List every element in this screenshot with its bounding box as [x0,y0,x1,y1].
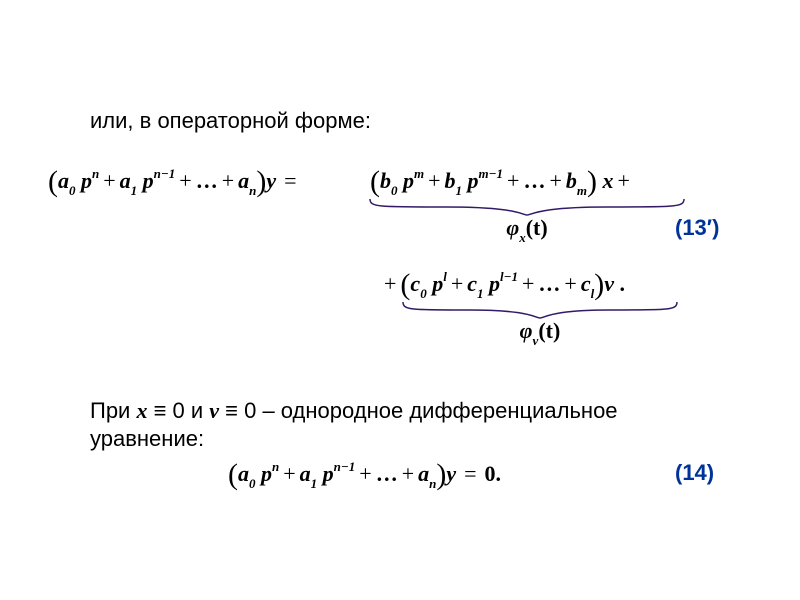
eq13-rhs-x: (b0 pm+b1 pm−1+…+bm) x+ [370,165,634,199]
slide-stage: или, в операторной форме: (a0 pn+a1 pn−1… [0,0,800,600]
eq13-lhs: (a0 pn+a1 pn−1+…+an)y= [48,165,305,199]
eq13-rhs-v: +(c0 pl+c1 pl−1+…+cl)v . [380,268,625,302]
middle-para-line1: При x ≡ 0 и v ≡ 0 – однородное дифференц… [90,398,618,424]
brace-x: φx(t) [367,197,687,244]
eq14-number: (14) [675,460,714,486]
middle-para-line2: уравнение: [90,426,204,452]
brace-v: φv(t) [400,300,680,347]
eq14: (a0 pn+a1 pn−1+…+an)y=0. [228,458,501,492]
eq13-number: (13′) [675,215,719,241]
intro-text: или, в операторной форме: [90,108,371,134]
brace-x-label: φx(t) [367,215,687,244]
brace-v-label: φv(t) [400,318,680,347]
